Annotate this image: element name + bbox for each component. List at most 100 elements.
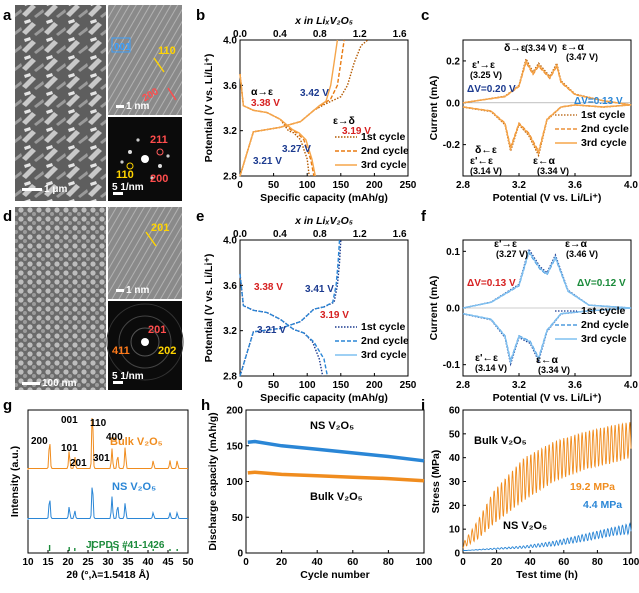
saed-spots — [120, 138, 170, 180]
saed-label: 411 — [112, 345, 130, 357]
saed-label: 200 — [150, 173, 168, 185]
sem-image-ns — [15, 207, 106, 390]
lattice-label: 201 — [151, 222, 169, 234]
x-tick-label: 50 — [268, 180, 280, 191]
y-axis-label: Potential (V vs. Li/Li⁺) — [203, 254, 215, 363]
y-tick-label: 30 — [449, 477, 461, 488]
x-axis-label: Test time (h) — [516, 569, 578, 581]
y-axis-label: Current (mA) — [428, 76, 440, 141]
y-tick-label: 0.0 — [446, 98, 460, 109]
annotation: 301 — [93, 453, 110, 464]
annotation: 3.19 V — [320, 310, 349, 321]
x-tick-label: 4.0 — [624, 380, 638, 391]
x-tick-label: 30 — [102, 557, 114, 568]
y-tick-label: 2.8 — [223, 372, 237, 383]
y-tick-label: 150 — [226, 441, 243, 452]
y-tick-label: 3.6 — [223, 81, 237, 92]
chart-c: c 2.8 3.2 3.6 4.0 -0.2 0.0 0.2 Potential (V vs. … — [421, 7, 638, 204]
x-tick-label: 0 — [460, 557, 466, 568]
x-tick-label: 200 — [366, 180, 383, 191]
hrtem-scale-label: 1 nm — [126, 285, 149, 296]
sem-scale-label: 100 nm — [42, 378, 77, 389]
annotation: δ←ε — [475, 144, 497, 156]
panel-letter: g — [3, 397, 12, 414]
annotation: ΔV=0.13 V — [574, 96, 623, 107]
legend-entry: 2nd cycle — [361, 145, 409, 157]
panel-letter: b — [196, 7, 205, 24]
annotation: 19.2 MPa — [570, 481, 615, 493]
annotation: ε'→ε — [494, 238, 517, 250]
y-tick-label: 0.0 — [446, 304, 460, 315]
x-tick-label: 4.0 — [624, 180, 638, 191]
y-tick-label: -0.2 — [443, 140, 461, 151]
x2-tick-label: 1.6 — [393, 229, 407, 240]
x-axis-label: Specific capacity (mAh/g) — [260, 192, 388, 204]
legend-entry: 2nd cycle — [581, 123, 629, 135]
y-tick-label: 0.1 — [446, 247, 460, 258]
y-axis-label: Discharge capacity (mAh/g) — [207, 412, 219, 550]
x2-tick-label: 0.4 — [273, 229, 287, 240]
x2-axis-label: x in LiₓV₂O₅ — [294, 215, 353, 227]
y-tick-label: 20 — [449, 501, 461, 512]
x-tick-label: 2.8 — [456, 380, 470, 391]
x-tick-label: 60 — [347, 557, 359, 568]
lattice-marker — [167, 87, 177, 101]
annotation: (3.47 V) — [566, 52, 598, 62]
plot-frame — [239, 239, 409, 377]
annotation: ε'←ε — [475, 352, 498, 364]
y-tick-label: 0 — [237, 549, 243, 560]
x-tick-label: 200 — [366, 380, 383, 391]
scale-bar — [113, 381, 123, 384]
data-line — [239, 73, 316, 177]
annotation: NS V₂O₅ — [310, 420, 354, 432]
chart-e: e 0 50 100 150 200 250 2.8 3.2 3.6 4.0 Specific cap… — [196, 208, 417, 404]
saed-label: 211 — [150, 134, 168, 146]
x-tick-label: 15 — [42, 557, 54, 568]
y-tick-label: 100 — [226, 477, 243, 488]
panel-letter: d — [3, 208, 12, 225]
x2-tick-label: 0.8 — [313, 229, 327, 240]
annotation: 3.27 V — [282, 144, 311, 155]
x2-tick-label: 1.6 — [393, 29, 407, 40]
x-axis-label: Specific capacity (mAh/g) — [260, 392, 388, 404]
annotation: ε→α — [562, 41, 584, 53]
annotation: ε←α — [536, 354, 558, 366]
x-tick-label: 40 — [312, 557, 324, 568]
x-axis-label: 2θ (°,λ=1.5418 Å) — [66, 568, 149, 581]
panel-letter: h — [201, 397, 210, 414]
annotation: α→ε — [251, 86, 273, 98]
plot-frame — [239, 39, 409, 177]
x-tick-label: 10 — [22, 557, 34, 568]
plot-frame — [462, 39, 632, 177]
data-line — [462, 249, 632, 365]
panel-letter: c — [421, 7, 429, 24]
panel-letter: e — [196, 208, 204, 225]
annotation: ε←α — [533, 155, 555, 167]
x-tick-label: 3.6 — [568, 380, 582, 391]
x-tick-label: 40 — [525, 557, 537, 568]
legend-entry: 3rd cycle — [361, 349, 407, 361]
annotation: NS V₂O₅ — [112, 481, 156, 493]
lattice-marker — [153, 57, 165, 73]
sem-scale-label: 1 μm — [44, 184, 67, 195]
annotation: JCPDS #41-1426 — [86, 540, 165, 551]
x-tick-label: 50 — [182, 557, 194, 568]
x-tick-label: 2.8 — [456, 180, 470, 191]
chart-f: f 2.8 3.2 3.6 4.0 -0.1 0.0 0.1 Potential (V vs. … — [421, 208, 638, 404]
annotation: NS V₂O₅ — [503, 520, 547, 532]
scale-bar — [22, 382, 40, 385]
y-axis-label: Stress (MPa) — [430, 450, 442, 514]
x2-tick-label: 0.4 — [273, 29, 287, 40]
y-tick-label: -0.1 — [443, 360, 461, 371]
x-tick-label: 50 — [268, 380, 280, 391]
annotation: δ→ε — [504, 42, 526, 54]
scale-bar — [116, 105, 124, 108]
annotation: ε'←ε — [470, 155, 493, 167]
capacity-line — [247, 439, 425, 463]
x-tick-label: 20 — [62, 557, 74, 568]
x2-axis-label: x in LiₓV₂O₅ — [294, 15, 353, 27]
hrtem-scale-label: 1 nm — [126, 101, 149, 112]
y-tick-label: 3.2 — [223, 126, 237, 137]
